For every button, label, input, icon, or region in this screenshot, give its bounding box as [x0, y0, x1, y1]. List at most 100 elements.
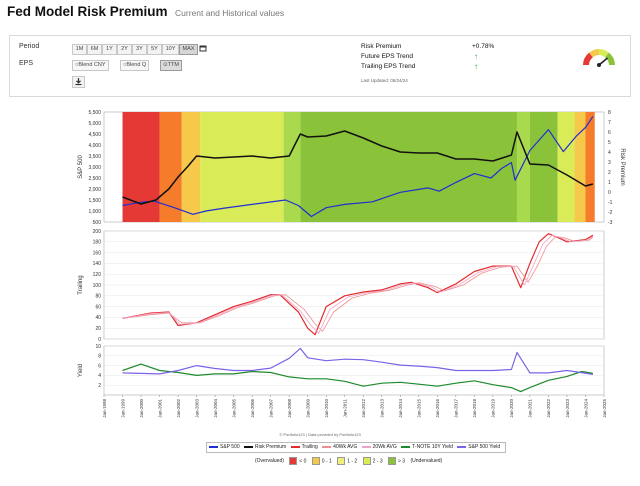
legend-swatch — [361, 445, 371, 448]
legend-item[interactable]: S&P 500 Yield — [457, 443, 500, 452]
period-button-2y[interactable]: 2Y — [117, 44, 132, 55]
valuation-zone-band — [283, 112, 301, 222]
y-tick-label: 5,500 — [88, 110, 101, 116]
zone-swatch — [337, 457, 346, 465]
legend-label: S&P 500 — [220, 444, 240, 450]
period-button-6m[interactable]: 6M — [87, 44, 102, 55]
trailing-eps-trend-label: Trailing EPS Trend — [361, 63, 416, 70]
legend-swatch — [290, 445, 300, 448]
eps-label: EPS — [19, 60, 34, 67]
y-tick-label: 80 — [95, 294, 101, 300]
zone-swatch — [388, 457, 396, 465]
x-tick-label: Jan-2018 — [472, 399, 477, 418]
y2-tick-label: -3 — [608, 220, 613, 226]
calendar-icon[interactable] — [198, 44, 207, 53]
period-button-1y[interactable]: 1Y — [102, 44, 117, 55]
legend-swatch — [244, 445, 254, 448]
future-eps-trend-label: Future EPS Trend — [361, 53, 414, 60]
zone-label: 0 - 1 — [321, 458, 332, 465]
legend-swatch — [209, 445, 218, 448]
legend-label: Trailing — [301, 444, 318, 450]
period-button-5y[interactable]: 5Y — [147, 44, 162, 55]
valuation-zone-band — [200, 112, 284, 222]
y2-tick-label: 4 — [608, 150, 611, 156]
valuation-zone-band — [181, 112, 201, 222]
x-tick-label: Jan-2011 — [343, 399, 348, 418]
zone-item: 0 - 1 — [311, 457, 332, 465]
gauge-segment-red — [583, 52, 594, 66]
zone-label: > 3 — [398, 458, 406, 465]
y-tick-label: 2,500 — [88, 176, 101, 182]
period-button-max[interactable]: MAX — [179, 44, 198, 55]
radio-icon: ○ — [75, 62, 79, 68]
y2-tick-label: 1 — [608, 180, 611, 186]
y-tick-label: 40 — [95, 315, 101, 321]
period-button-10y[interactable]: 10Y — [162, 44, 179, 55]
series-line-s-p-500 — [122, 116, 594, 218]
x-tick-label: Jan-2020 — [509, 399, 514, 418]
y-tick-label: 0 — [98, 337, 101, 343]
zone-item: < 0 — [289, 457, 306, 465]
radio-selected-icon: ⊙ — [163, 62, 168, 68]
zone-item: > 3 — [388, 457, 405, 465]
y-tick-label: 160 — [93, 250, 102, 256]
y-tick-label: 10 — [95, 344, 101, 350]
zone-undervalued-label: (Undervalued) — [410, 458, 443, 465]
y-tick-label: 1,000 — [88, 209, 101, 215]
x-tick-label: Jan-2009 — [306, 399, 311, 418]
eps-option-label: Blend CNY — [78, 62, 106, 68]
zone-swatch — [289, 457, 298, 465]
zone-item: 1 - 2 — [337, 457, 357, 465]
legend-item[interactable]: 40Wk AVG — [322, 443, 357, 452]
series-line-40wk-avg — [122, 235, 594, 332]
legend-item[interactable]: S&P 500 — [209, 443, 240, 452]
y2-axis-title: Risk Premium — [619, 148, 625, 185]
y2-tick-label: -2 — [608, 210, 613, 216]
up-arrow-icon: ↑ — [474, 62, 478, 71]
x-tick-label: Jan-2001 — [157, 399, 162, 418]
series-line-s-p-500-yield — [122, 347, 593, 375]
legend-label: Risk Premium — [255, 444, 287, 450]
y-tick-label: 3,000 — [88, 165, 101, 171]
controls-panel: Period EPS 1M 6M 1Y 2Y 3Y 5Y 10Y MAX ○Bl… — [9, 35, 631, 97]
y-tick-label: 4,000 — [88, 143, 101, 149]
x-tick-label: Jan-2015 — [417, 399, 422, 418]
zone-label: 2 - 3 — [372, 458, 383, 465]
y-tick-label: 120 — [93, 272, 102, 278]
period-button-3y[interactable]: 3Y — [132, 44, 147, 55]
y-tick-label: 20 — [95, 326, 101, 332]
x-tick-label: Jan-2006 — [250, 399, 255, 418]
legend-item[interactable]: 20Wk AVG — [361, 443, 397, 452]
eps-option-blend-cny[interactable]: ○Blend CNY — [72, 60, 109, 71]
x-tick-label: Jan-2013 — [380, 399, 385, 418]
legend-item[interactable]: Risk Premium — [244, 443, 286, 452]
period-button-1m[interactable]: 1M — [72, 44, 87, 55]
series-legend: S&P 500 Risk Premium Trailing 40Wk AVG 2… — [206, 442, 507, 453]
valuation-zone-band — [574, 112, 586, 222]
legend-label: 40Wk AVG — [333, 444, 358, 450]
x-tick-label: Jan-2025 — [602, 399, 607, 418]
risk-premium-value: +0.78% — [472, 43, 495, 50]
last-updated: Last Updated: 05/24/24 — [361, 78, 408, 83]
gauge-segment-lightgreen — [598, 49, 609, 58]
gauge-segment-green — [604, 52, 615, 66]
download-button[interactable] — [72, 76, 85, 88]
y2-tick-label: 5 — [608, 140, 611, 146]
y-axis-title: S&P 500 — [78, 155, 84, 179]
x-tick-label: Jan-2012 — [361, 399, 366, 418]
eps-option-blend-q[interactable]: ○Blend Q — [120, 60, 150, 71]
y-tick-label: 1,500 — [88, 198, 101, 204]
legend-item[interactable]: Trailing — [290, 443, 318, 452]
gauge-segment-yellow — [589, 49, 600, 58]
up-arrow-icon: ↑ — [474, 52, 478, 61]
legend-item[interactable]: T-NOTE 10Y Yield — [401, 443, 453, 452]
y-tick-label: 4,500 — [88, 132, 101, 138]
y-tick-label: 100 — [93, 283, 102, 289]
eps-option-ttm[interactable]: ⊙TTM — [160, 60, 182, 71]
zone-item: 2 - 3 — [362, 457, 383, 465]
plot-frame-yields — [103, 345, 605, 396]
period-label: Period — [19, 43, 40, 50]
y-tick-label: 60 — [95, 304, 101, 310]
legend-label: T-NOTE 10Y Yield — [412, 444, 453, 450]
y2-tick-label: 6 — [608, 130, 611, 136]
